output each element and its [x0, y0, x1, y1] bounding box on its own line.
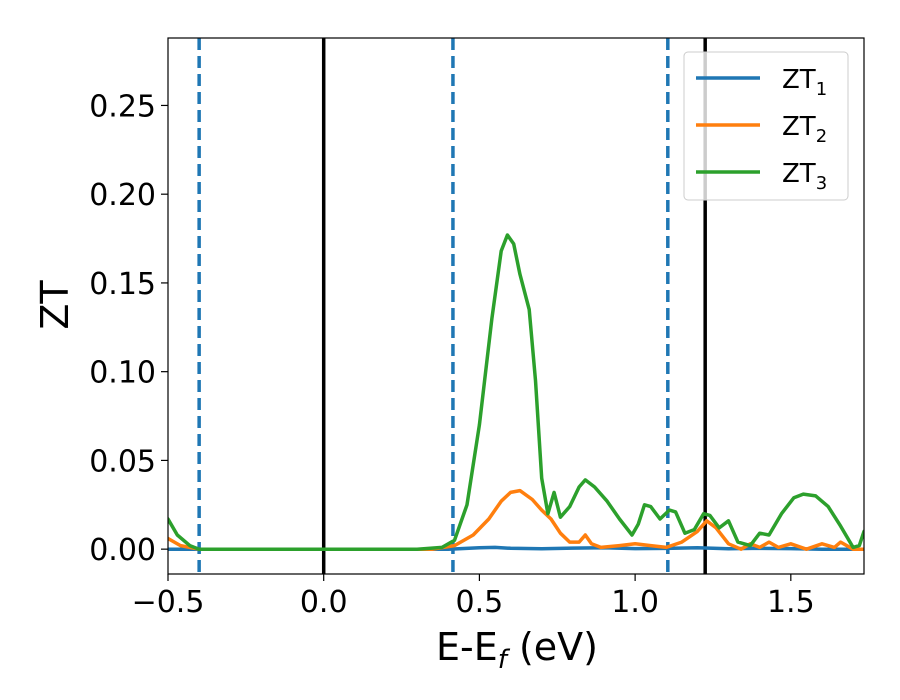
x-axis-label-unit: (eV): [507, 625, 598, 669]
x-axis-label: E-Ef (eV): [436, 625, 598, 675]
series-line-zt3: [168, 233, 864, 551]
y-tick-label: 0.05: [89, 444, 156, 479]
x-tick-label: 1.5: [767, 585, 815, 620]
y-tick-label: 0.15: [89, 267, 156, 302]
legend-item-zt1: ZT1: [696, 65, 827, 100]
y-tick-label: 0.25: [89, 89, 156, 124]
x-tick-label: −0.5: [132, 585, 205, 620]
x-axis-ticks: −0.5 0.0 0.5 1.0 1.5: [132, 574, 815, 620]
y-axis-ticks: 0.00 0.05 0.10 0.15 0.20 0.25: [89, 89, 168, 568]
legend-label: ZT2: [782, 112, 827, 147]
legend-label: ZT1: [782, 65, 827, 100]
legend: ZT1 ZT2 ZT3: [683, 51, 849, 201]
series-lines: [168, 233, 864, 551]
series-line-zt2: [168, 488, 864, 551]
plot-area-frame: [167, 37, 865, 575]
y-tick-label: 0.20: [89, 178, 156, 213]
x-tick-label: 1.0: [611, 585, 659, 620]
legend-label: ZT3: [782, 159, 827, 194]
legend-item-zt2: ZT2: [696, 112, 827, 147]
x-tick-label: 0.5: [456, 585, 504, 620]
y-axis-label: ZT: [33, 280, 77, 330]
y-tick-label: 0.10: [89, 356, 156, 391]
vertical-reference-lines: [197, 38, 707, 574]
x-axis-label-main: E-E: [436, 625, 498, 669]
legend-frame: [683, 51, 849, 201]
legend-item-zt3: ZT3: [696, 159, 827, 194]
x-tick-label: 0.0: [300, 585, 348, 620]
y-tick-label: 0.00: [89, 533, 156, 568]
